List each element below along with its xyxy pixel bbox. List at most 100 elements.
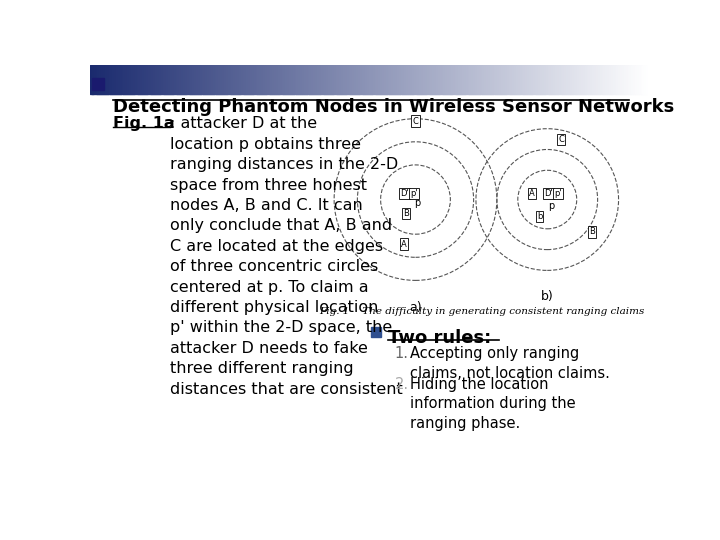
Bar bbox=[451, 65, 454, 94]
Bar bbox=[174, 65, 176, 94]
Bar bbox=[406, 65, 409, 94]
Bar bbox=[114, 65, 117, 94]
Bar bbox=[456, 65, 459, 94]
Bar bbox=[603, 65, 606, 94]
Bar bbox=[516, 65, 518, 94]
Text: b: b bbox=[537, 212, 542, 221]
Text: p: p bbox=[548, 201, 554, 211]
Text: p: p bbox=[414, 198, 420, 207]
Bar bbox=[616, 65, 619, 94]
Bar bbox=[499, 65, 502, 94]
Text: 1.: 1. bbox=[395, 346, 408, 361]
Bar bbox=[369, 65, 372, 94]
Bar bbox=[633, 65, 636, 94]
Bar bbox=[546, 65, 549, 94]
Bar bbox=[501, 65, 504, 94]
Bar bbox=[399, 65, 401, 94]
Bar bbox=[233, 65, 236, 94]
Bar bbox=[302, 65, 305, 94]
Bar bbox=[112, 65, 115, 94]
Bar bbox=[258, 65, 260, 94]
Bar bbox=[282, 65, 284, 94]
Bar bbox=[207, 65, 210, 94]
Bar bbox=[533, 65, 535, 94]
Bar bbox=[185, 65, 187, 94]
Bar bbox=[352, 65, 355, 94]
Bar bbox=[562, 65, 565, 94]
Bar bbox=[320, 65, 323, 94]
Bar bbox=[313, 65, 316, 94]
Bar bbox=[467, 65, 470, 94]
Bar bbox=[432, 65, 435, 94]
Bar bbox=[244, 65, 247, 94]
Bar bbox=[494, 65, 496, 94]
Bar bbox=[209, 65, 212, 94]
Bar bbox=[414, 65, 416, 94]
Bar bbox=[140, 65, 143, 94]
Bar bbox=[557, 65, 559, 94]
Bar bbox=[555, 65, 557, 94]
Bar bbox=[607, 65, 610, 94]
Bar bbox=[150, 65, 152, 94]
Bar bbox=[542, 65, 544, 94]
Bar bbox=[287, 65, 289, 94]
Bar bbox=[224, 65, 227, 94]
Bar bbox=[265, 65, 267, 94]
Bar bbox=[559, 65, 562, 94]
Bar bbox=[159, 65, 161, 94]
Bar bbox=[440, 65, 442, 94]
Bar bbox=[211, 65, 214, 94]
Bar bbox=[447, 65, 450, 94]
Bar bbox=[601, 65, 604, 94]
Text: C: C bbox=[413, 117, 418, 125]
Bar bbox=[609, 65, 611, 94]
Bar bbox=[570, 65, 572, 94]
Bar bbox=[138, 65, 141, 94]
Bar bbox=[99, 65, 102, 94]
Bar bbox=[505, 65, 508, 94]
Bar bbox=[397, 65, 400, 94]
Text: a): a) bbox=[409, 301, 422, 314]
Bar bbox=[142, 65, 145, 94]
Bar bbox=[415, 65, 418, 94]
Bar bbox=[347, 65, 349, 94]
Text: Accepting only ranging
claims, not location claims.: Accepting only ranging claims, not locat… bbox=[410, 346, 610, 381]
Bar bbox=[479, 65, 482, 94]
Bar bbox=[590, 65, 593, 94]
Text: p': p' bbox=[554, 189, 562, 198]
Bar bbox=[382, 65, 384, 94]
Text: Fig. 1    The difficulty in generating consistent ranging claims: Fig. 1 The difficulty in generating cons… bbox=[319, 307, 644, 315]
Bar bbox=[490, 65, 492, 94]
Bar bbox=[96, 65, 98, 94]
Bar bbox=[190, 65, 193, 94]
Bar bbox=[306, 65, 308, 94]
Bar bbox=[323, 65, 325, 94]
Bar bbox=[351, 65, 353, 94]
Bar bbox=[237, 65, 240, 94]
Bar bbox=[626, 65, 629, 94]
Bar bbox=[297, 65, 299, 94]
Bar bbox=[518, 65, 521, 94]
Bar bbox=[231, 65, 234, 94]
Bar bbox=[387, 65, 390, 94]
Bar bbox=[129, 65, 132, 94]
Bar bbox=[488, 65, 490, 94]
Bar bbox=[421, 65, 423, 94]
Bar bbox=[498, 65, 500, 94]
Bar bbox=[508, 65, 511, 94]
Bar bbox=[412, 65, 415, 94]
Bar bbox=[336, 65, 338, 94]
Bar bbox=[566, 65, 569, 94]
Text: D': D' bbox=[400, 189, 409, 198]
Bar bbox=[534, 65, 537, 94]
Bar bbox=[259, 65, 262, 94]
Bar bbox=[218, 65, 221, 94]
Bar bbox=[360, 65, 362, 94]
Bar bbox=[145, 65, 148, 94]
Bar bbox=[343, 65, 346, 94]
Bar bbox=[163, 65, 165, 94]
Bar bbox=[495, 65, 498, 94]
Bar bbox=[466, 65, 468, 94]
Bar bbox=[390, 65, 392, 94]
Bar bbox=[183, 65, 186, 94]
